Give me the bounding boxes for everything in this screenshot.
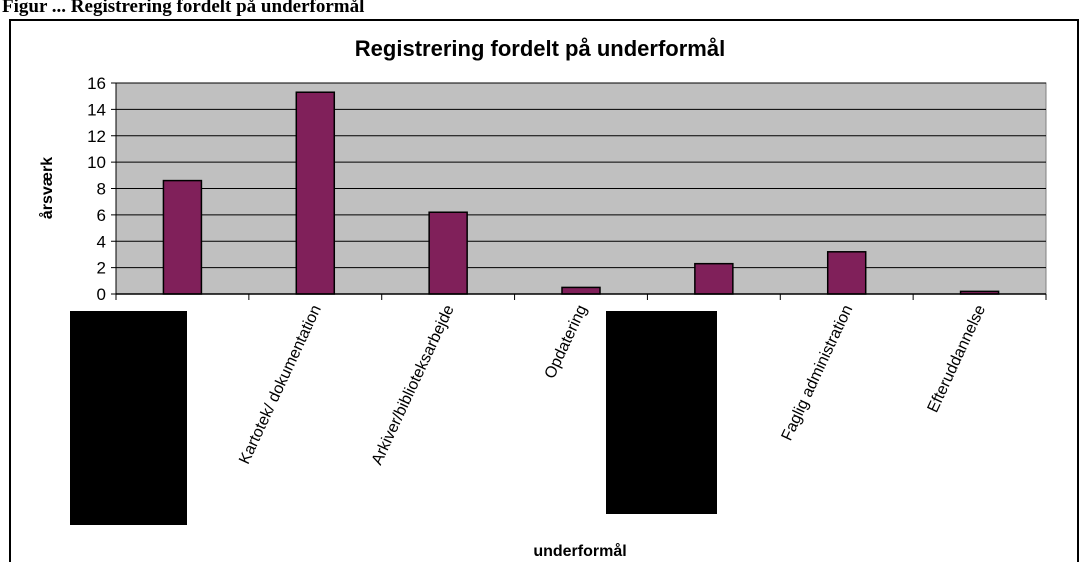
y-tick-label: 8 xyxy=(97,180,106,199)
chart-title: Registrering fordelt på underformål xyxy=(355,36,725,61)
y-tick-label: 2 xyxy=(97,259,106,278)
bar xyxy=(561,286,601,295)
redaction-block xyxy=(70,311,187,525)
figure-caption: Figur ... Registrering fordelt på underf… xyxy=(2,0,364,17)
bar xyxy=(295,91,336,295)
y-tick-label: 16 xyxy=(87,74,106,93)
grid-lines xyxy=(116,82,1046,269)
y-tick-label: 0 xyxy=(97,285,106,304)
y-tick-label: 4 xyxy=(97,232,106,251)
bar xyxy=(162,179,203,295)
bars xyxy=(162,91,1000,295)
bar xyxy=(694,262,734,295)
x-axis-ticks xyxy=(115,294,1047,300)
y-tick-label: 14 xyxy=(87,100,106,119)
x-axis-title: underformål xyxy=(533,542,626,560)
y-axis-ticks: 0 2 4 6 8 10 12 14 16 xyxy=(87,74,1046,304)
bar xyxy=(826,251,867,295)
y-tick-label: 6 xyxy=(97,206,106,225)
y-axis-title: årsværk xyxy=(38,157,56,219)
bar xyxy=(428,211,468,295)
y-tick-label: 12 xyxy=(87,127,106,146)
y-tick-label: 10 xyxy=(87,153,106,172)
redaction-block xyxy=(606,311,717,514)
